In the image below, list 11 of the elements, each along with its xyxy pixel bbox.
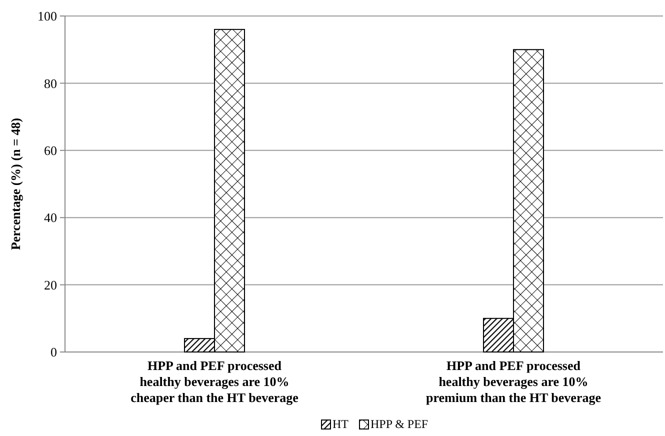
legend-label: HT [332,417,350,431]
y-tick-label: 0 [50,344,57,360]
y-tick-label: 80 [44,76,57,91]
y-tick-label: 60 [44,142,57,158]
x-tick-label: HPP and PEF processed healthy beverages are 10% cheaper than the HT beverage [130,358,299,405]
y-tick-label: 40 [44,210,57,226]
y-axis-title: Percentage (%) (n = 48) [8,118,23,250]
x-tick-label: HPP and PEF processed healthy beverages are 10% premium than the HT beverage [426,358,602,405]
legend-label: HPP & PEF [370,417,428,431]
y-tick-label: 100 [38,8,57,24]
y-tick-label: 20 [44,277,57,292]
